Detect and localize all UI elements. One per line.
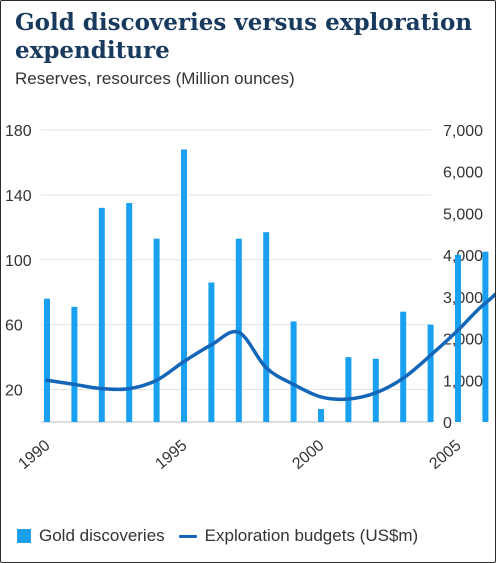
chart-subtitle: Reserves, resources (Million ounces)	[15, 69, 295, 88]
legend-line-swatch	[178, 534, 197, 538]
x-tick-label: 1990	[15, 437, 53, 473]
bar-gold-discoveries	[208, 282, 215, 422]
bar-gold-discoveries	[290, 321, 297, 422]
bar-gold-discoveries	[71, 306, 78, 422]
y-right-tick-label: 3,000	[443, 290, 483, 307]
chart-plot: 18014010060207,0006,0005,0004,0003,0002,…	[5, 123, 495, 473]
bar-gold-discoveries	[263, 232, 270, 422]
bar-gold-discoveries	[235, 238, 242, 422]
bar-gold-discoveries	[427, 324, 434, 422]
line-exploration-budgets	[45, 292, 495, 402]
bar-gold-discoveries	[482, 251, 489, 422]
bar-gold-discoveries	[345, 357, 352, 422]
bar-gold-discoveries	[400, 311, 407, 422]
bar-gold-discoveries	[153, 238, 160, 422]
legend-item-line: Exploration budgets (US$m)	[178, 526, 419, 546]
bar-gold-discoveries	[318, 409, 324, 422]
bar-gold-discoveries	[455, 254, 461, 422]
y-right-tick-label: 7,000	[443, 123, 483, 140]
x-tick-label: 2000	[289, 437, 327, 473]
legend-bars-label: Gold discoveries	[39, 526, 165, 545]
bar-gold-discoveries	[98, 207, 105, 422]
bar-gold-discoveries	[44, 298, 50, 422]
y-right-tick-label: 5,000	[443, 206, 483, 223]
y-left-tick-label: 140	[5, 188, 32, 205]
chart-legend: Gold discoveries Exploration budgets (US…	[17, 525, 432, 547]
bar-gold-discoveries	[372, 358, 379, 422]
y-left-tick-label: 100	[5, 253, 32, 270]
y-left-tick-label: 60	[5, 318, 23, 335]
y-right-tick-label: 4,000	[443, 248, 483, 265]
legend-bar-swatch	[17, 529, 31, 543]
x-tick-label: 2005	[426, 437, 464, 473]
legend-item-bars: Gold discoveries	[17, 526, 165, 546]
bar-gold-discoveries	[181, 149, 187, 422]
legend-line-label: Exploration budgets (US$m)	[204, 526, 419, 545]
bar-gold-discoveries	[126, 203, 133, 422]
y-left-tick-label: 20	[5, 383, 23, 400]
x-tick-label: 1995	[152, 437, 190, 473]
y-right-tick-label: 1,000	[443, 373, 483, 390]
y-right-tick-label: 6,000	[443, 165, 483, 182]
y-right-tick-label: 0	[443, 415, 452, 432]
y-left-tick-label: 180	[5, 123, 32, 140]
chart-title: Gold discoveries versus exploration expe…	[15, 9, 473, 64]
